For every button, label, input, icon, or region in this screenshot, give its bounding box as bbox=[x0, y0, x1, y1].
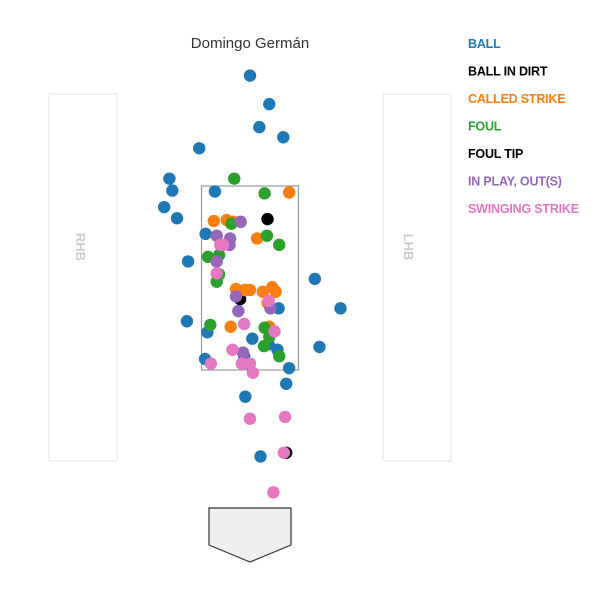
pitch-point bbox=[239, 390, 252, 403]
series-swinging-strike bbox=[204, 238, 292, 499]
pitch-point bbox=[243, 283, 257, 297]
pitch-point bbox=[246, 332, 259, 345]
pitch-point bbox=[204, 318, 217, 332]
pitch-point bbox=[224, 320, 237, 333]
pitch-point bbox=[246, 366, 260, 379]
pitch-point bbox=[180, 315, 194, 328]
pitch-point bbox=[267, 486, 280, 499]
pitch-point bbox=[236, 346, 250, 359]
pitch-point bbox=[258, 321, 271, 334]
series-ball bbox=[157, 69, 347, 463]
pitch-point bbox=[170, 212, 184, 225]
pitch-point bbox=[157, 200, 171, 214]
legend-item: SWINGING STRIKE bbox=[468, 202, 579, 216]
pitch-point bbox=[278, 410, 292, 424]
pitch-point bbox=[254, 450, 267, 463]
pitch-point bbox=[269, 285, 282, 298]
pitch-point bbox=[313, 340, 326, 354]
pitch-point bbox=[229, 290, 243, 303]
pitch-point bbox=[308, 272, 322, 286]
legend-item: CALLED STRIKE bbox=[468, 92, 565, 106]
pitch-point bbox=[199, 227, 212, 241]
pitch-point bbox=[207, 214, 220, 228]
pitch-point bbox=[232, 304, 245, 318]
chart-title: Domingo Germán bbox=[191, 35, 309, 52]
pitch-point bbox=[228, 172, 241, 185]
pitch-point bbox=[204, 357, 218, 370]
pitch-point bbox=[210, 267, 223, 280]
pitch-point bbox=[234, 215, 247, 229]
pitch-point bbox=[282, 361, 296, 375]
pitch-point bbox=[166, 184, 179, 197]
pitch-point bbox=[243, 69, 257, 82]
pitch-point bbox=[225, 217, 238, 230]
pitch-point bbox=[282, 186, 296, 199]
pitch-point bbox=[226, 343, 239, 356]
pitch-point bbox=[181, 255, 195, 268]
pitch-point bbox=[277, 131, 290, 144]
legend-item: FOUL bbox=[468, 120, 502, 134]
pitch-point bbox=[253, 120, 266, 134]
pitch-points bbox=[157, 69, 347, 499]
pitch-point bbox=[256, 285, 270, 298]
pitch-point bbox=[273, 238, 286, 252]
pitch-point bbox=[210, 255, 223, 268]
pitch-point bbox=[261, 212, 274, 226]
pitch-point bbox=[277, 446, 291, 459]
pitch-point bbox=[250, 232, 264, 245]
legend-item: BALL bbox=[468, 37, 501, 51]
home-plate bbox=[208, 507, 292, 563]
legend-item: FOUL TIP bbox=[468, 147, 523, 161]
legend-item: IN PLAY, OUT(S) bbox=[468, 175, 562, 189]
pitch-point bbox=[334, 302, 347, 315]
pitch-point bbox=[208, 185, 222, 198]
legend-item: BALL IN DIRT bbox=[468, 65, 548, 79]
right-batter-box bbox=[382, 93, 452, 462]
left-batter-box bbox=[48, 93, 118, 462]
pitch-point bbox=[257, 339, 271, 353]
pitch-point bbox=[262, 294, 275, 308]
pitch-point bbox=[216, 238, 230, 252]
pitch-point bbox=[268, 325, 281, 338]
pitch-point bbox=[192, 142, 206, 155]
pitch-point bbox=[243, 412, 257, 425]
left-batter-box-label: RHB bbox=[73, 233, 88, 261]
right-batter-box-label: LHB bbox=[401, 234, 416, 261]
pitch-point bbox=[258, 187, 271, 200]
pitch-point bbox=[280, 377, 293, 390]
pitch-point bbox=[163, 172, 176, 185]
pitch-point bbox=[273, 350, 286, 363]
pitch-point bbox=[260, 229, 274, 242]
pitch-point bbox=[237, 317, 251, 331]
pitch-point bbox=[263, 97, 276, 111]
legend: BALL BALL IN DIRT CALLED STRIKE FOUL FOUL TI… bbox=[468, 37, 579, 216]
series-foul bbox=[201, 172, 286, 363]
